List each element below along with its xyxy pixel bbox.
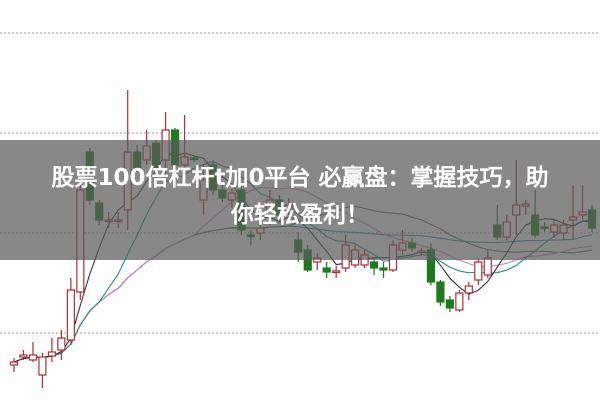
- candle-body: [57, 337, 66, 351]
- candle-body: [28, 354, 38, 361]
- candle-body: [369, 261, 379, 269]
- headline-line-2: 你轻松盈利！: [231, 202, 369, 228]
- candle-body: [19, 354, 28, 358]
- candle-body: [474, 261, 483, 281]
- candle-body: [464, 285, 473, 294]
- candle-body: [66, 289, 75, 341]
- candle-body: [455, 292, 464, 311]
- title-overlay-band: [0, 140, 600, 260]
- headline: 股票100倍杠杆t加0平台 必赢盘：掌握技巧，助 你轻松盈利！: [0, 160, 600, 234]
- candle-body: [322, 267, 331, 273]
- candle-body: [47, 351, 57, 357]
- headline-line-1: 股票100倍杠杆t加0平台 必赢盘：掌握技巧，助: [51, 165, 549, 191]
- candle-body: [38, 356, 47, 376]
- candle-body: [445, 299, 454, 309]
- candle-body: [483, 257, 492, 276]
- candle-body: [436, 281, 445, 303]
- candle-body: [379, 267, 388, 271]
- candle-body: [332, 270, 341, 274]
- candle-body: [9, 361, 19, 366]
